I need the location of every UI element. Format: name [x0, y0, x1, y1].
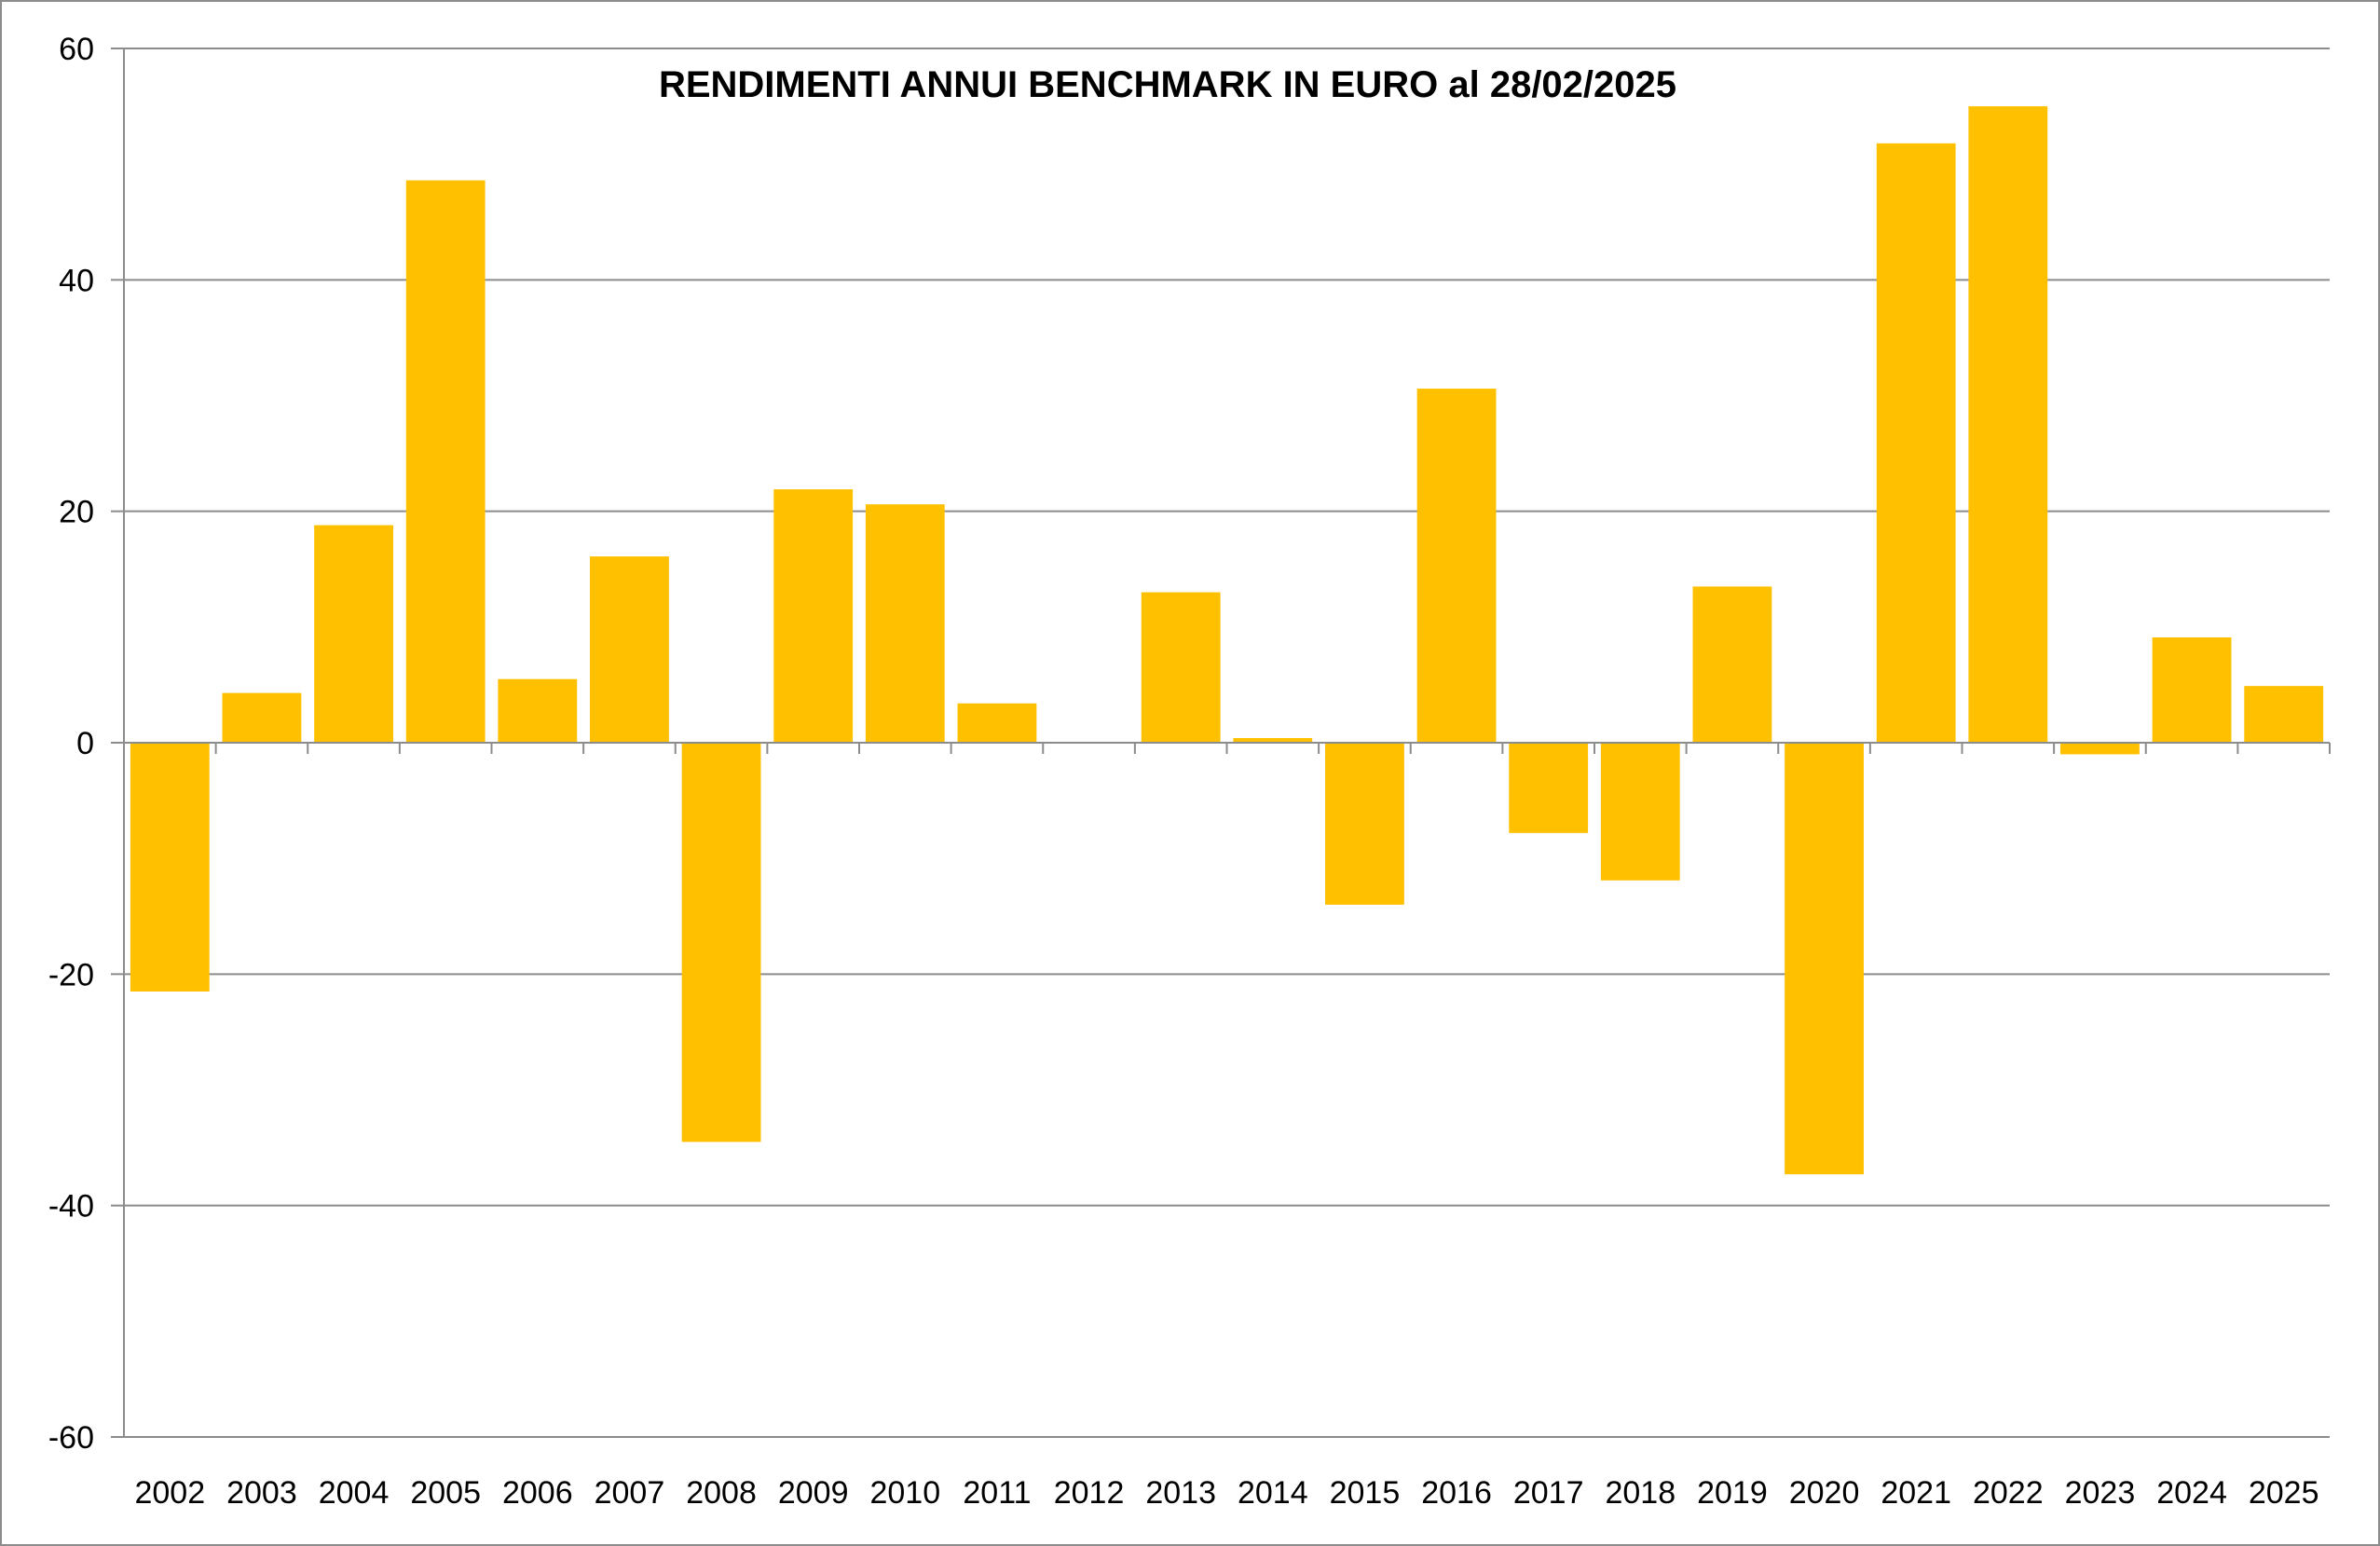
bar-2002	[130, 743, 210, 992]
bar-2020	[1785, 743, 1864, 1175]
x-tick-label: 2011	[963, 1475, 1031, 1511]
x-tick-label: 2005	[410, 1475, 481, 1511]
y-tick-labels: -60 -40 -20 0 20 40 60	[48, 32, 94, 1456]
gridlines	[124, 48, 2330, 1438]
x-tick-label: 2017	[1513, 1475, 1584, 1511]
y-tick-label: 60	[59, 32, 94, 67]
x-tick-label: 2025	[2249, 1475, 2319, 1511]
x-tick-label: 2018	[1605, 1475, 1676, 1511]
bar-2013	[1141, 592, 1221, 743]
bar-2006	[498, 678, 578, 743]
x-tick-label: 2012	[1054, 1475, 1125, 1511]
y-tick-label: 20	[59, 495, 94, 530]
x-tick-label: 2013	[1145, 1475, 1216, 1511]
bar-2021	[1876, 143, 1956, 744]
x-tick-label: 2019	[1697, 1475, 1768, 1511]
bar-2019	[1692, 586, 1772, 743]
x-tick-label: 2002	[134, 1475, 205, 1511]
x-tick-label: 2023	[2065, 1475, 2136, 1511]
bar-2024	[2152, 637, 2232, 743]
bar-2015	[1325, 743, 1404, 905]
chart-title: RENDIMENTI ANNUI BENCHMARK IN EURO al 28…	[659, 64, 1676, 105]
bar-2016	[1416, 389, 1497, 743]
x-tick-label: 2009	[778, 1475, 849, 1511]
bar-2022	[1968, 106, 2048, 744]
bar-2007	[590, 556, 669, 743]
y-tick-label: -20	[48, 957, 94, 992]
bar-2025	[2244, 686, 2324, 743]
x-tick-label: 2022	[1973, 1475, 2044, 1511]
bar-2010	[865, 504, 945, 743]
bar-2011	[957, 703, 1037, 743]
x-tick-label: 2021	[1881, 1475, 1951, 1511]
bar-2014	[1233, 738, 1313, 743]
x-tick-label: 2020	[1789, 1475, 1860, 1511]
x-tick-label: 2008	[686, 1475, 757, 1511]
x-tick-label: 2016	[1421, 1475, 1492, 1511]
bars	[130, 106, 2324, 1175]
x-tick-label: 2003	[226, 1475, 297, 1511]
bar-2003	[222, 692, 302, 743]
bar-2018	[1600, 743, 1680, 881]
x-tick-label: 2006	[502, 1475, 573, 1511]
bar-2008	[681, 743, 761, 1142]
x-tick-label: 2014	[1238, 1475, 1308, 1511]
x-tick-label: 2010	[869, 1475, 940, 1511]
bar-2005	[405, 180, 486, 744]
y-tick-label: 0	[76, 726, 94, 761]
x-tick-label: 2015	[1330, 1475, 1401, 1511]
x-tick-labels: 2002 2003 2004 2005 2006 2007 2008 2009 2010 2011…	[134, 1475, 2318, 1511]
bar-2023	[2060, 743, 2140, 755]
y-tick-label: -40	[48, 1189, 94, 1224]
bar-2004	[314, 525, 393, 743]
y-tick-label: 40	[59, 263, 94, 298]
x-tick-label: 2004	[319, 1475, 390, 1511]
bar-2009	[773, 489, 854, 743]
x-tick-label: 2024	[2156, 1475, 2227, 1511]
y-tick-label: -60	[48, 1420, 94, 1456]
axes	[111, 48, 2331, 1438]
x-tick-label: 2007	[595, 1475, 665, 1511]
bar-2017	[1509, 743, 1589, 833]
